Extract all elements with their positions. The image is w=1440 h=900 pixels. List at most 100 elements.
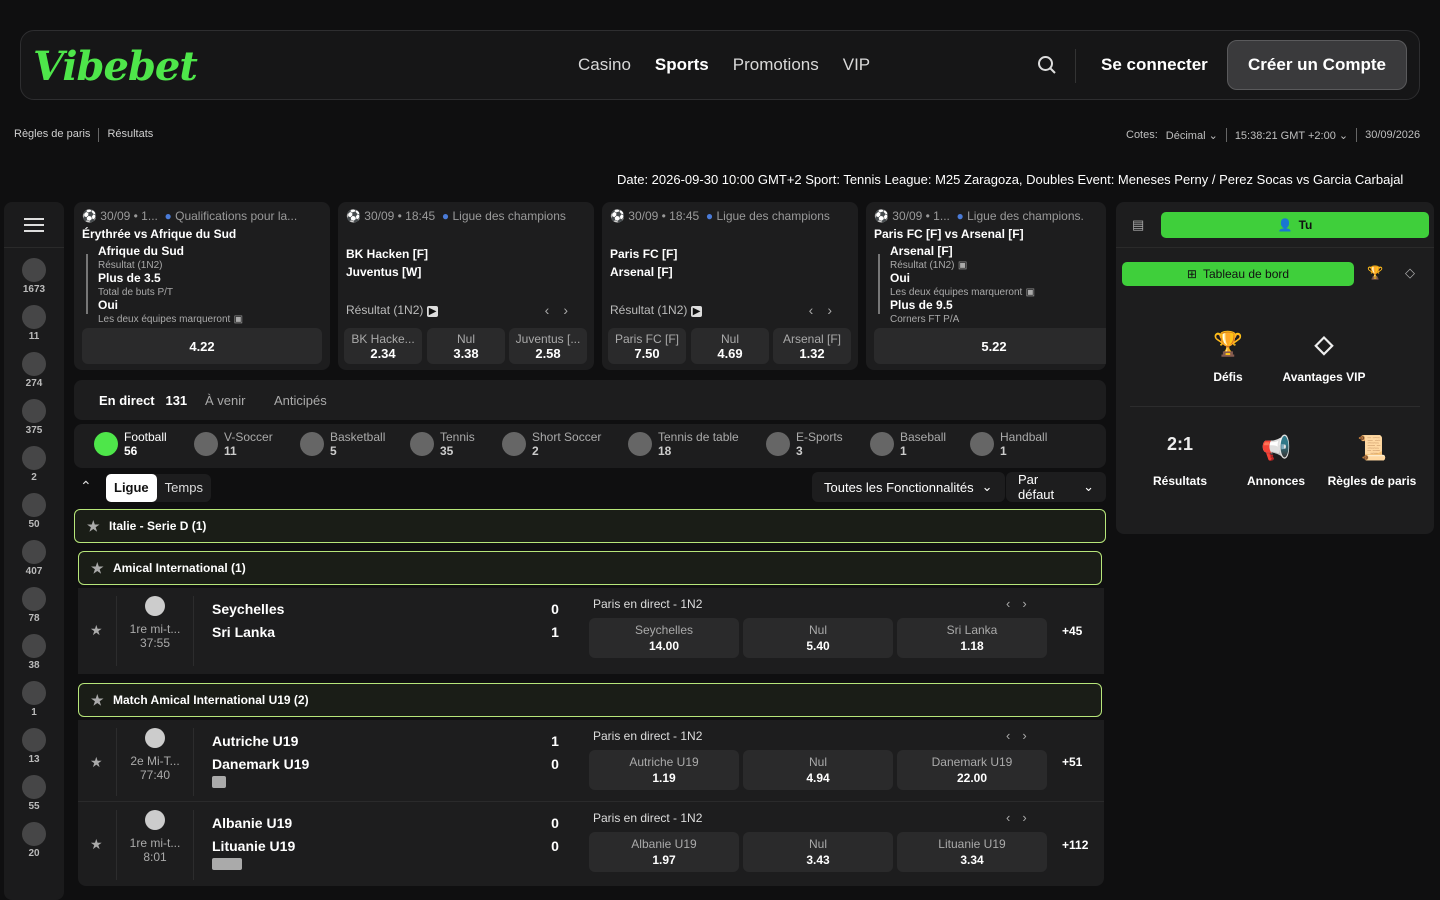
match-row[interactable]: ★ 2e Mi-T... 77:40 Autriche U19 Danemark U…: [78, 720, 1104, 802]
stats-icon[interactable]: [212, 776, 226, 788]
dashboard-button[interactable]: ⊞ Tableau de bord: [1122, 262, 1354, 286]
market-arrows[interactable]: ‹›: [1006, 596, 1039, 611]
user-tab-button[interactable]: 👤 Tu: [1161, 212, 1429, 238]
sidebar-sport-item[interactable]: 50: [4, 493, 64, 540]
announcements-item[interactable]: 📢 Annonces: [1228, 434, 1324, 488]
sidebar-sport-item[interactable]: 11: [4, 305, 64, 352]
odds-format-select[interactable]: Décimal ⌄: [1166, 129, 1218, 142]
nav-vip[interactable]: VIP: [842, 55, 871, 74]
betting-rules-item[interactable]: 📜 Règles de paris: [1324, 434, 1420, 488]
diamond-icon[interactable]: ◇: [1405, 265, 1415, 280]
odd-button[interactable]: Arsenal [F] 1.32: [773, 328, 851, 364]
league-header[interactable]: ★ Match Amical International U19 (2): [78, 683, 1102, 717]
market-arrows[interactable]: ‹›: [1006, 728, 1039, 743]
sport-tab-v-soccer[interactable]: V-Soccer 11: [194, 430, 273, 458]
league-header[interactable]: ★ Amical International (1): [78, 551, 1102, 585]
sport-tab-handball[interactable]: Handball 1: [970, 430, 1047, 458]
odd-button[interactable]: Paris FC [F] 7.50: [608, 328, 686, 364]
featured-card-bet-builder[interactable]: ⚽ 30/09 • 1... ● Ligue des champions. Pa…: [866, 202, 1106, 370]
sidebar-sport-item[interactable]: 38: [4, 634, 64, 681]
sidebar-sport-item[interactable]: 1673: [4, 258, 64, 305]
star-icon[interactable]: ★: [90, 836, 103, 852]
sport-icon: [22, 775, 46, 799]
news-ticker[interactable]: Date: 2026-09-30 10:00 GMT+2 Sport: Tenn…: [617, 172, 1404, 187]
match-row[interactable]: ★ 1re mi-t... 37:55 Seychelles Sri Lanka 0…: [78, 588, 1104, 674]
betting-rules-link[interactable]: Règles de paris: [14, 128, 91, 140]
betslip-icon[interactable]: ▤: [1132, 217, 1145, 232]
odd-button[interactable]: Nul 4.69: [691, 328, 769, 364]
more-markets-button[interactable]: +112: [1062, 838, 1089, 852]
sport-tab-football[interactable]: Football 56: [94, 430, 167, 458]
odd-button[interactable]: Autriche U19 1.19: [589, 750, 739, 790]
odd-button[interactable]: Seychelles 14.00: [589, 618, 739, 658]
results-item[interactable]: 2:1 Résultats: [1132, 434, 1228, 488]
sport-tab-baseball[interactable]: Baseball 1: [870, 430, 946, 458]
group-by-time[interactable]: Temps: [164, 480, 203, 495]
star-icon[interactable]: ★: [90, 622, 103, 638]
tab-future[interactable]: Anticipés: [274, 393, 327, 408]
tab-upcoming[interactable]: À venir: [205, 393, 246, 408]
odd-button[interactable]: Nul 3.38: [427, 328, 505, 364]
odd-button[interactable]: Nul 5.40: [743, 618, 893, 658]
odd-button[interactable]: Juventus [... 2.58: [509, 328, 587, 364]
sport-tab-e-sports[interactable]: E-Sports 3: [766, 430, 843, 458]
nav-casino[interactable]: Casino: [578, 55, 631, 74]
features-dropdown[interactable]: Toutes les Fonctionnalités ⌄: [812, 472, 1005, 502]
nav-promotions[interactable]: Promotions: [732, 55, 819, 74]
more-markets-button[interactable]: +51: [1062, 755, 1083, 769]
sport-tab-tennis-de-table[interactable]: Tennis de table 18: [628, 430, 739, 458]
sidebar-sport-count: 55: [28, 801, 40, 812]
sport-tab-tennis[interactable]: Tennis 35: [410, 430, 475, 458]
collapse-all-icon[interactable]: ⌃: [80, 478, 92, 494]
menu-icon[interactable]: [4, 202, 64, 248]
sidebar-sport-item[interactable]: 2: [4, 446, 64, 493]
sidebar-sport-item[interactable]: 274: [4, 352, 64, 399]
featured-card-bet-builder[interactable]: ⚽ 30/09 • 1... ● Qualifications pour la.…: [74, 202, 330, 370]
sidebar-sport-item[interactable]: 78: [4, 587, 64, 634]
odd-button[interactable]: BK Hacke... 2.34: [344, 328, 422, 364]
sidebar-sport-item[interactable]: 407: [4, 540, 64, 587]
sport-tab-short-soccer[interactable]: Short Soccer 2: [502, 430, 601, 458]
trophy-icon[interactable]: 🏆: [1367, 265, 1384, 280]
logo[interactable]: Vibebet: [33, 43, 198, 90]
star-icon[interactable]: ★: [91, 560, 104, 576]
more-markets-button[interactable]: +45: [1062, 624, 1083, 638]
market-arrows[interactable]: ‹›: [1006, 810, 1039, 825]
timezone-select[interactable]: 15:38:21 GMT +2:00 ⌄: [1235, 129, 1348, 142]
star-icon[interactable]: ★: [90, 754, 103, 770]
tab-live[interactable]: En direct 131: [99, 393, 188, 408]
divider: [1130, 406, 1420, 407]
search-icon[interactable]: [1037, 55, 1057, 75]
sidebar-sport-item[interactable]: 375: [4, 399, 64, 446]
odd-button[interactable]: Danemark U19 22.00: [897, 750, 1047, 790]
odd-button[interactable]: Sri Lanka 1.18: [897, 618, 1047, 658]
star-icon[interactable]: ★: [91, 692, 104, 708]
challenges-item[interactable]: 🏆 Défis: [1180, 330, 1276, 384]
signup-button[interactable]: Créer un Compte: [1227, 40, 1407, 90]
match-row[interactable]: ★ 1re mi-t... 8:01 Albanie U19 Lituanie U1…: [78, 802, 1104, 886]
sport-tab-basketball[interactable]: Basketball 5: [300, 430, 385, 458]
odd-button[interactable]: Nul 3.43: [743, 832, 893, 872]
sport-icon: [628, 432, 652, 456]
card-odd-button[interactable]: 5.22: [874, 328, 1106, 364]
league-header[interactable]: ★ Italie - Serie D (1): [74, 509, 1106, 543]
card-arrows[interactable]: ‹›: [544, 302, 582, 318]
results-link[interactable]: Résultats: [107, 128, 154, 140]
stats-icon[interactable]: [212, 858, 242, 870]
odd-button[interactable]: Nul 4.94: [743, 750, 893, 790]
group-by-league[interactable]: Ligue: [106, 474, 157, 502]
odd-button[interactable]: Lituanie U19 3.34: [897, 832, 1047, 872]
card-odd-button[interactable]: 4.22: [82, 328, 322, 364]
login-button[interactable]: Se connecter: [1101, 55, 1208, 74]
sort-dropdown[interactable]: Par défaut ⌄: [1006, 472, 1106, 502]
sidebar-sport-item[interactable]: 55: [4, 775, 64, 822]
selection-line: [878, 254, 880, 314]
sidebar-sport-item[interactable]: 13: [4, 728, 64, 775]
vip-benefits-item[interactable]: ◇ Avantages VIP: [1276, 330, 1372, 384]
nav-sports[interactable]: Sports: [654, 55, 709, 74]
star-icon[interactable]: ★: [87, 518, 100, 534]
sidebar-sport-item[interactable]: 1: [4, 681, 64, 728]
sidebar-sport-item[interactable]: 20: [4, 822, 64, 869]
card-arrows[interactable]: ‹›: [808, 302, 846, 318]
odd-button[interactable]: Albanie U19 1.97: [589, 832, 739, 872]
